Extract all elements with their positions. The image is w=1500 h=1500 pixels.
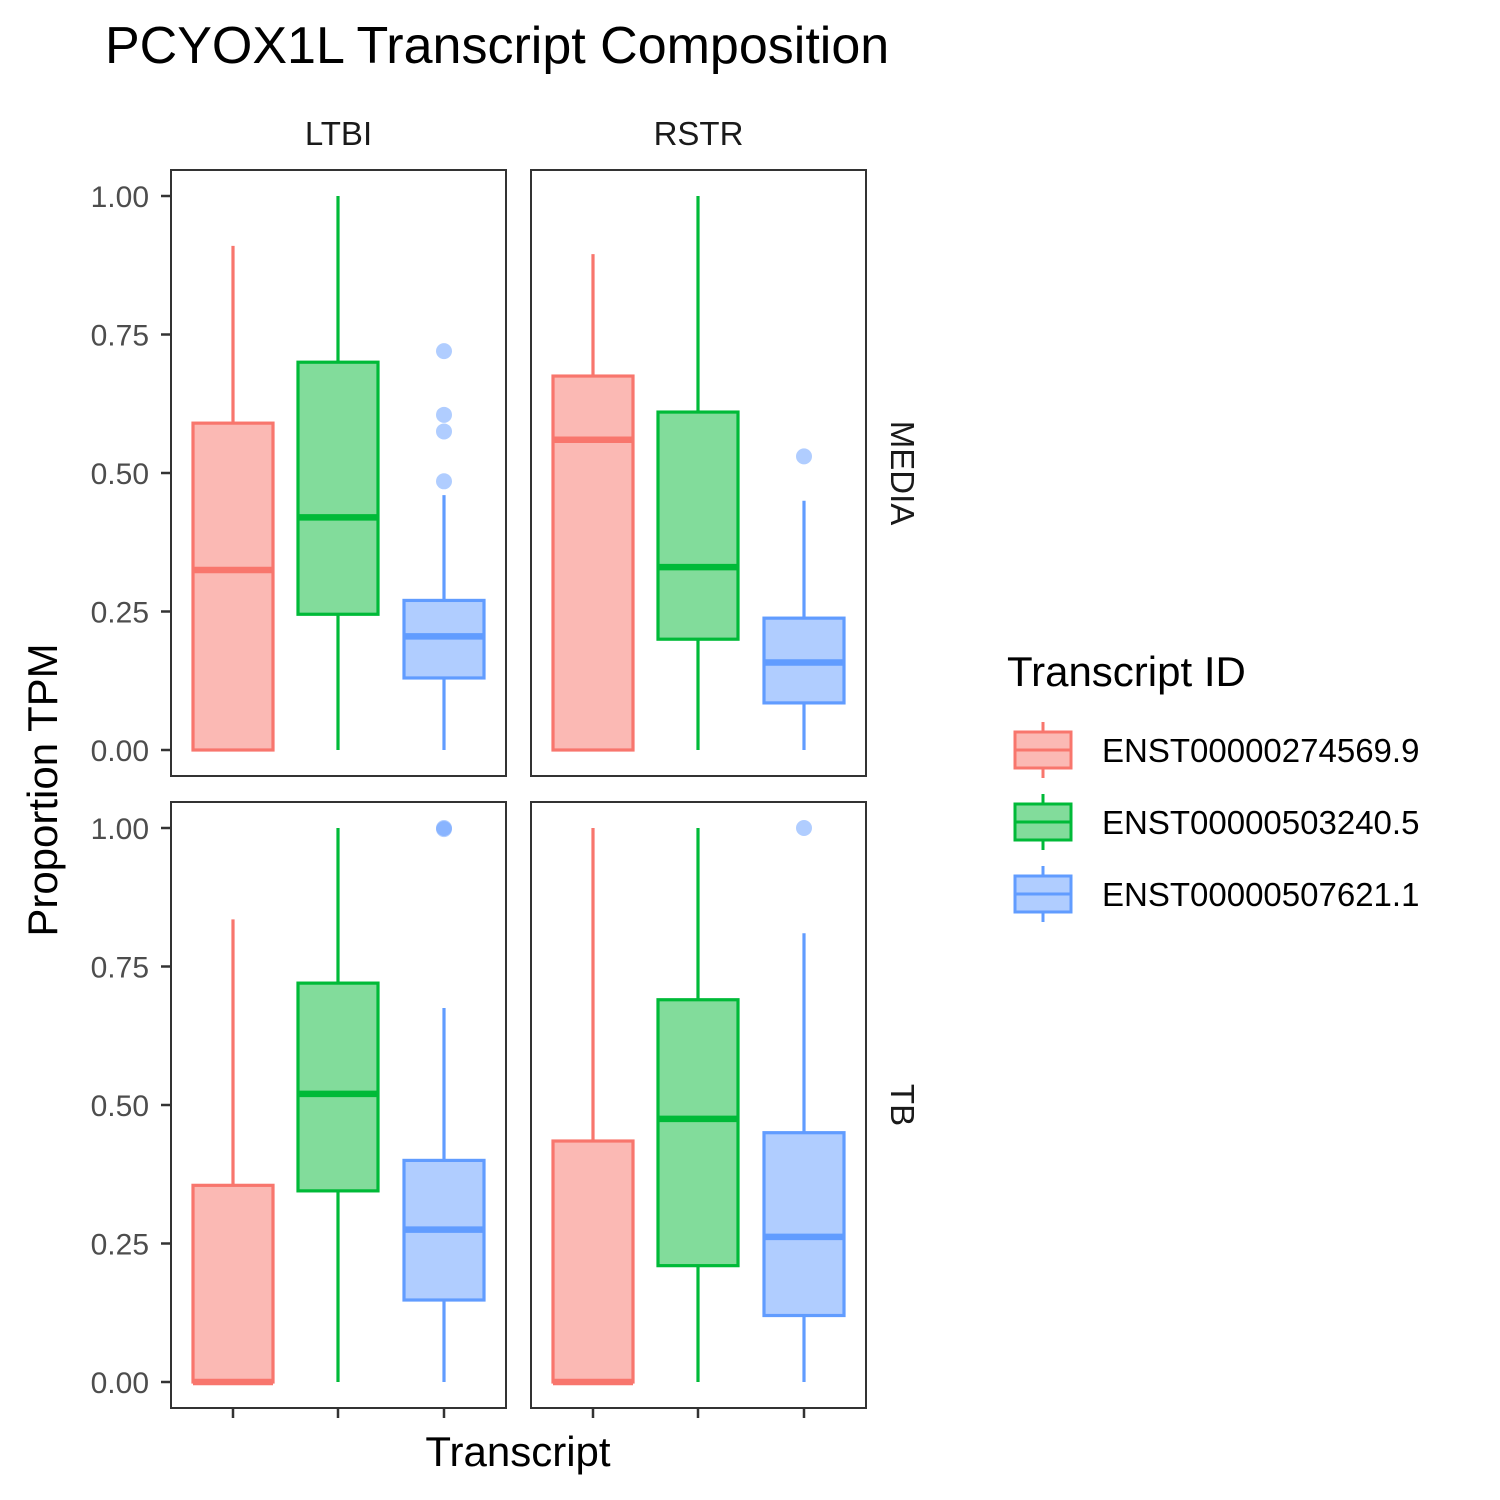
- y-tick-label-tb-0.75: 0.75: [91, 952, 149, 985]
- box-media-ltbi-1: [191, 245, 275, 752]
- box-media-rstr-3: [762, 448, 846, 750]
- box-tb-rstr-3-outlier-1: [796, 820, 812, 836]
- y-tick-label-media-0.00: 0.00: [91, 735, 149, 768]
- box-tb-ltbi-1-iqr: [191, 1183, 275, 1384]
- box-tb-rstr-1: [551, 828, 635, 1386]
- box-media-rstr-2: [656, 196, 740, 750]
- box-media-ltbi-3-outlier-4: [436, 473, 452, 490]
- y-tick-label-tb-1.00: 1.00: [91, 813, 149, 846]
- legend-label-1: ENST00000274569.9: [1102, 732, 1419, 769]
- y-tick-label-media-0.50: 0.50: [91, 458, 149, 491]
- panel-tb-rstr: [530, 801, 867, 1418]
- box-media-ltbi-2: [296, 196, 380, 750]
- panel-media-ltbi: 0.00 0.25 0.50 0.75 1.00: [91, 169, 507, 777]
- box-tb-rstr-2: [656, 828, 740, 1382]
- box-media-rstr-2-iqr: [656, 410, 740, 641]
- panels-layer: LTBI RSTRMEDIATB0.000.250.500.751.000.000…: [91, 115, 921, 1418]
- box-tb-rstr-1-iqr: [551, 1139, 635, 1384]
- box-media-rstr-3-outlier-1: [796, 448, 812, 465]
- box-media-ltbi-3: [402, 343, 486, 750]
- box-tb-ltbi-1: [191, 919, 275, 1386]
- box-tb-rstr-3: [762, 820, 846, 1382]
- box-media-ltbi-3-outlier-3: [436, 423, 452, 440]
- panel-tb-ltbi: 0.00 0.25 0.50 0.75 1.00: [91, 801, 507, 1418]
- chart-title: PCYOX1L Transcript Composition: [105, 17, 889, 75]
- facet-label-tb: TB: [884, 1084, 921, 1126]
- facet-label-media: MEDIA: [884, 421, 921, 526]
- y-tick-label-tb-0.50: 0.50: [91, 1090, 149, 1123]
- facet-label-ltbi: LTBI: [305, 115, 372, 152]
- box-tb-ltbi-2: [296, 828, 380, 1382]
- panel-media-rstr-border: [530, 169, 867, 777]
- legend-item-2: ENST00000503240.5: [1013, 794, 1419, 850]
- box-tb-ltbi-2-iqr: [296, 981, 380, 1193]
- legend-item-1: ENST00000274569.9: [1013, 722, 1419, 778]
- legend-title: Transcript ID: [1007, 648, 1246, 695]
- legend: ENST00000274569.9 ENST00000503240.5 ENST00…: [1013, 722, 1419, 922]
- box-tb-ltbi-3-outlier-2: [436, 821, 452, 838]
- box-tb-rstr-2-iqr: [656, 998, 740, 1268]
- legend-label-3: ENST00000507621.1: [1102, 876, 1419, 913]
- x-axis-title: Transcript: [425, 1428, 610, 1475]
- box-media-rstr-1: [551, 254, 635, 752]
- box-tb-rstr-3-iqr: [762, 1131, 846, 1318]
- box-media-rstr-1-iqr: [551, 374, 635, 752]
- box-media-ltbi-3-outlier-1: [436, 343, 452, 360]
- y-tick-label-media-1.00: 1.00: [91, 181, 149, 214]
- y-tick-label-media-0.75: 0.75: [91, 320, 149, 353]
- legend-item-3: ENST00000507621.1: [1013, 866, 1419, 922]
- box-media-ltbi-3-outlier-2: [436, 406, 452, 423]
- facet-label-rstr: RSTR: [654, 115, 744, 152]
- panel-media-rstr: [530, 169, 867, 777]
- y-tick-label-tb-0.00: 0.00: [91, 1367, 149, 1400]
- y-axis-title: Proportion TPM: [19, 643, 66, 936]
- y-tick-label-tb-0.25: 0.25: [91, 1229, 149, 1262]
- y-tick-label-media-0.25: 0.25: [91, 597, 149, 630]
- box-media-ltbi-1-iqr: [191, 421, 275, 752]
- legend-label-2: ENST00000503240.5: [1102, 804, 1419, 841]
- box-tb-ltbi-3: [402, 820, 486, 1382]
- box-media-ltbi-2-iqr: [296, 360, 380, 616]
